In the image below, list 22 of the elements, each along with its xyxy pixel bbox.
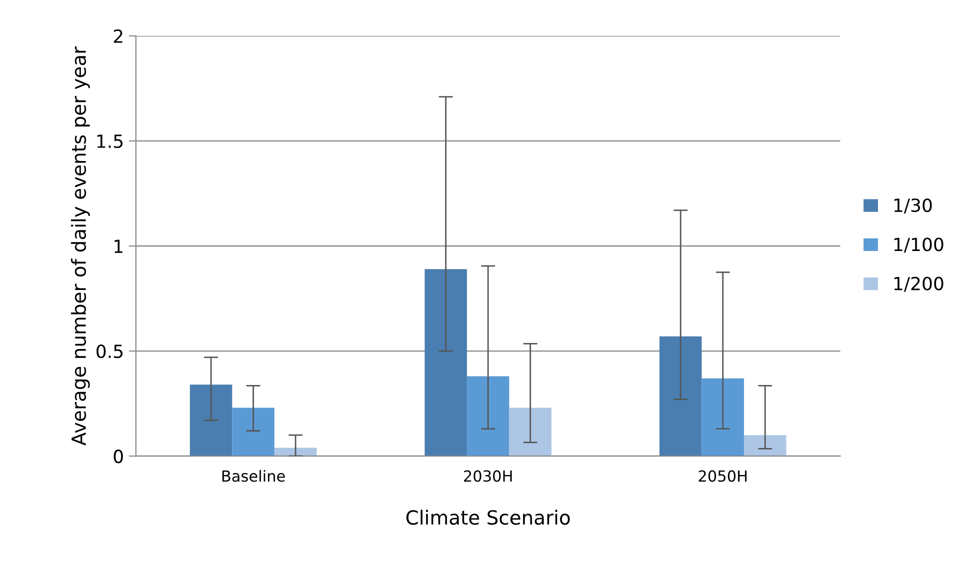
y-axis-title: Average number of daily events per year	[71, 46, 90, 446]
y-tick-label: 2	[114, 29, 122, 43]
bar	[702, 378, 744, 456]
y-tick-label: 1.5	[97, 134, 123, 148]
x-tick-label: Baseline	[222, 470, 285, 482]
legend-label: 1/200	[894, 276, 944, 292]
bar	[509, 408, 552, 456]
bar	[744, 435, 786, 456]
y-tick-label: 0.5	[96, 344, 123, 358]
y-tick-label: 1	[114, 240, 122, 253]
x-tick-label: 2030H	[464, 470, 512, 482]
legend-label: 1/100	[894, 238, 944, 253]
bar	[232, 408, 274, 456]
bar	[659, 336, 702, 456]
y-tick-label: 0	[114, 450, 123, 464]
bar	[424, 269, 467, 456]
bar	[190, 384, 232, 456]
x-axis-title: Climate Scenario	[406, 510, 570, 525]
legend-label: 1/30	[894, 198, 932, 214]
x-tick-label: 2050H	[698, 470, 747, 482]
bar	[274, 448, 317, 456]
bar	[466, 376, 510, 456]
